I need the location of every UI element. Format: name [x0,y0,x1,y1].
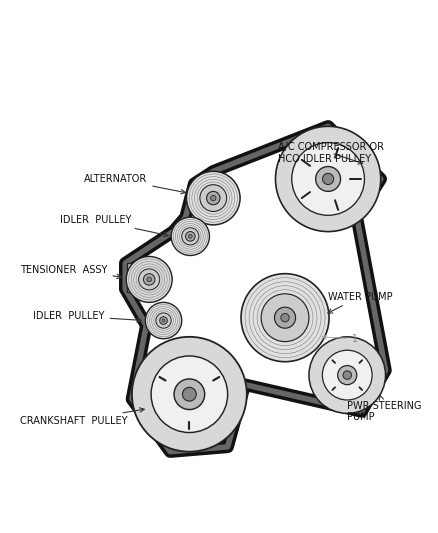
Circle shape [281,313,289,322]
Circle shape [292,143,364,215]
Circle shape [261,294,309,342]
Circle shape [151,356,228,432]
Text: CRANKSHAFT  PULLEY: CRANKSHAFT PULLEY [20,408,144,426]
Circle shape [322,350,372,400]
Text: IDLER  PULLEY: IDLER PULLEY [33,311,141,322]
Circle shape [156,313,171,328]
Circle shape [187,171,240,225]
Circle shape [182,228,199,245]
Text: TENSIONER  ASSY: TENSIONER ASSY [20,265,121,279]
Circle shape [338,366,357,385]
Circle shape [147,277,152,282]
Text: 1: 1 [322,334,358,344]
FancyBboxPatch shape [127,263,156,292]
Text: PWR STEERING
PUMP: PWR STEERING PUMP [347,395,422,422]
Circle shape [322,173,334,184]
Circle shape [132,337,247,451]
Circle shape [145,302,182,339]
Circle shape [162,319,165,322]
Circle shape [309,337,385,414]
Circle shape [211,196,216,201]
Circle shape [160,317,167,325]
Circle shape [275,307,296,328]
Circle shape [139,269,160,290]
Circle shape [143,273,155,285]
Text: A/C COMPRESSOR OR
HCO IDLER PULLEY: A/C COMPRESSOR OR HCO IDLER PULLEY [279,142,385,164]
Circle shape [186,231,195,241]
Circle shape [343,371,352,379]
Circle shape [174,379,205,409]
Text: IDLER  PULLEY: IDLER PULLEY [60,215,168,237]
Circle shape [276,126,381,231]
Circle shape [188,235,192,238]
Circle shape [200,185,227,212]
Text: WATER PUMP: WATER PUMP [328,292,393,313]
Text: ALTERNATOR: ALTERNATOR [84,174,185,194]
Circle shape [207,191,220,205]
Circle shape [241,273,329,362]
Circle shape [171,217,209,255]
Circle shape [126,256,172,302]
Circle shape [316,166,341,191]
Circle shape [183,387,196,401]
